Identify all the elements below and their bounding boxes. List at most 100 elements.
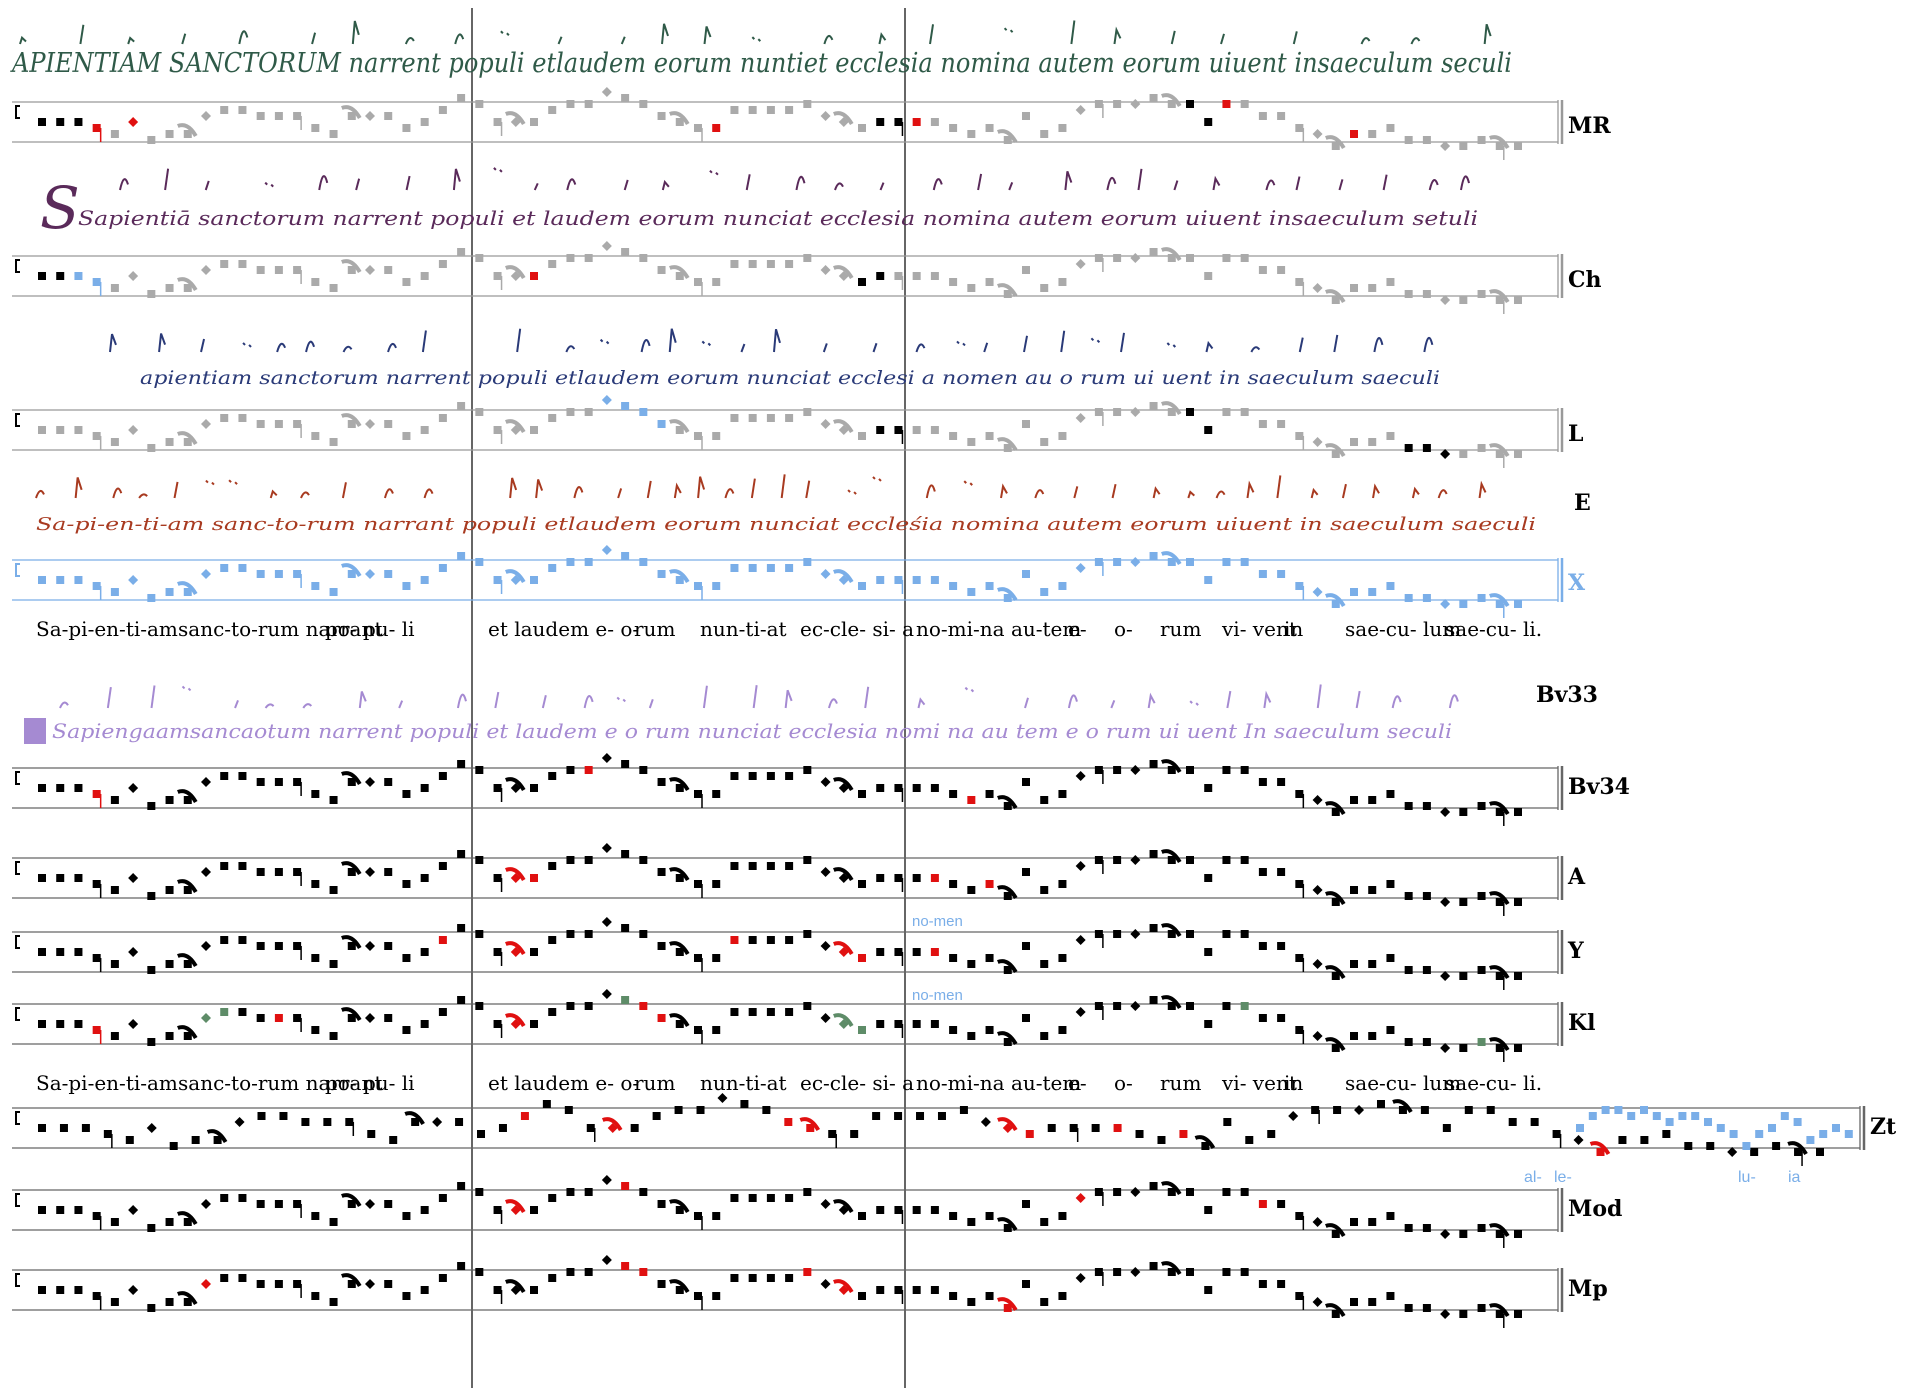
staff-l-note <box>128 425 139 435</box>
staff-l-note <box>1113 408 1122 416</box>
staff-mp-note <box>639 1268 648 1276</box>
staff-ch-note <box>820 265 831 275</box>
staff-x-note <box>1350 588 1358 596</box>
staff-x-note <box>56 576 65 584</box>
staff-l-note <box>1459 450 1468 458</box>
staff-bv34-note <box>493 784 502 792</box>
staff-x-note <box>985 582 994 590</box>
staff-x-note <box>457 552 466 560</box>
staff-y-note <box>530 948 538 956</box>
staff-a-ligature <box>505 867 526 882</box>
staff-ch: Ch <box>12 241 1602 314</box>
staff-kl-ligature <box>177 1025 198 1040</box>
staff-ch-note <box>1003 290 1012 298</box>
staff-mr-note <box>1186 100 1194 108</box>
staff-mp-note <box>38 1286 46 1294</box>
staff-l-note <box>1240 408 1249 416</box>
staff-l-note <box>1040 438 1049 446</box>
staff-l-ligature <box>341 413 362 428</box>
staff-mp-note <box>548 1274 557 1282</box>
zt-alleluia-note <box>1780 1112 1789 1120</box>
staff-x-note <box>165 588 174 596</box>
staff-x-note <box>438 564 447 572</box>
staff-mr-note <box>1404 136 1413 144</box>
staff-l-note <box>601 395 612 405</box>
staff-bv34-note <box>730 772 739 780</box>
staff-y-note <box>930 948 939 956</box>
staff-x-note <box>1003 594 1012 602</box>
staff-x-note <box>1094 558 1103 566</box>
staff-kl-note <box>1312 1031 1323 1041</box>
staff-bv34 <box>12 753 1564 826</box>
staff-mp-note <box>675 1286 684 1294</box>
staff-bv34-note <box>420 784 429 792</box>
staff-kl-ligature <box>997 1031 1018 1046</box>
staff-mp-ligature <box>669 1279 690 1294</box>
staff-bv34-note <box>183 796 192 804</box>
staff-mp <box>12 1255 1564 1328</box>
staff-ch-note <box>1040 284 1049 292</box>
neumes-l-mark <box>822 343 828 353</box>
neumes-mr-mark <box>878 32 887 45</box>
staff-zt-note <box>828 1130 837 1138</box>
staff-mod-note <box>1277 1200 1286 1208</box>
staff-bv34-note <box>1386 790 1395 798</box>
staff-zt-note <box>1684 1142 1693 1150</box>
staff-bv34-note <box>402 790 411 798</box>
neumes-e-mark <box>1152 486 1161 499</box>
staff-mp-note <box>92 1292 101 1300</box>
staff-mp-note <box>1386 1292 1395 1300</box>
staff-mp-note <box>1186 1268 1194 1276</box>
staff-kl-note <box>1040 1032 1049 1040</box>
staff-mp-note <box>1495 1310 1504 1318</box>
staff-zt-note <box>630 1124 639 1132</box>
staff-mr-note <box>201 111 211 121</box>
bottom-staves: Bv34 A Y Kl Zt Mod Mp <box>12 753 1897 1328</box>
neumes-l-mark <box>1090 337 1101 344</box>
staff-zt-note <box>1640 1136 1649 1144</box>
staff-mp-note <box>985 1292 994 1300</box>
staff-mod <box>12 1175 1564 1248</box>
staff-a-note <box>748 862 757 870</box>
staff-mod-ligature <box>669 1199 690 1214</box>
staff-ch-note <box>657 266 666 274</box>
staff-l: L <box>12 395 1583 468</box>
staff-mr-note <box>1222 100 1231 108</box>
staff-kl-note <box>1514 1044 1522 1052</box>
staff-zt-note <box>1772 1142 1781 1150</box>
staff-x-ligature <box>177 581 198 596</box>
staff-mp-note <box>347 1280 356 1288</box>
staff-l-note <box>1404 444 1413 452</box>
staff-zt-note <box>696 1106 705 1114</box>
staff-l-note <box>438 414 447 422</box>
staff-bv34-note <box>438 772 447 780</box>
neumes-mr-mark <box>823 34 834 45</box>
staff-mr-note <box>694 124 702 132</box>
staff-x-note <box>894 576 903 584</box>
staff-y-note <box>1295 954 1304 962</box>
lyrics-bottom-syllable: e- <box>1068 1071 1087 1095</box>
staff-kl-note <box>92 1026 101 1034</box>
staff-l-note <box>912 426 921 434</box>
staff-bv34-note <box>1368 796 1377 804</box>
staff-l-note <box>730 414 739 422</box>
staff-x-note <box>1422 594 1431 602</box>
staff-y-note <box>1040 960 1049 968</box>
staff-l-note <box>785 414 794 422</box>
staff-ch-note <box>1312 283 1323 293</box>
staff-mr-note <box>1477 136 1486 144</box>
staff-a-ligature <box>997 885 1018 900</box>
neumes-ch-mark <box>566 178 577 191</box>
staff-l-ligature <box>1489 443 1510 458</box>
staff-mr-note <box>1022 112 1030 120</box>
staff-mod-ligature <box>177 1211 198 1226</box>
neumes-e-mark <box>963 480 973 486</box>
neumes-l-mark <box>1423 336 1434 353</box>
neumes-l-mark <box>565 345 576 353</box>
neumes-l-mark <box>1333 334 1339 353</box>
staff-x-note <box>639 558 648 566</box>
staff-ch-note <box>92 278 101 286</box>
staff-ch-ligature <box>997 283 1018 298</box>
staff-ch-note <box>311 278 320 286</box>
